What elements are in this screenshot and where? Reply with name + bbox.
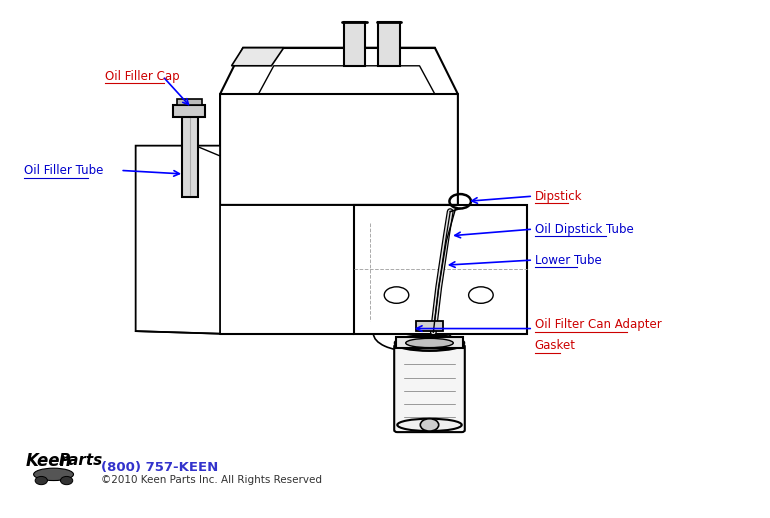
Ellipse shape bbox=[397, 419, 462, 431]
Text: Oil Filler Cap: Oil Filler Cap bbox=[105, 69, 179, 82]
Bar bbox=[396, 337, 464, 348]
Bar bbox=[173, 106, 206, 117]
Text: (800) 757-KEEN: (800) 757-KEEN bbox=[101, 461, 219, 473]
Text: Oil Filler Tube: Oil Filler Tube bbox=[25, 164, 104, 177]
Circle shape bbox=[61, 477, 72, 485]
Text: ©2010 Keen Parts Inc. All Rights Reserved: ©2010 Keen Parts Inc. All Rights Reserve… bbox=[101, 474, 322, 484]
Bar bbox=[416, 321, 444, 330]
Text: Parts: Parts bbox=[59, 453, 103, 468]
Text: Oil Filter Can Adapter: Oil Filter Can Adapter bbox=[534, 319, 661, 332]
Circle shape bbox=[35, 477, 48, 485]
Ellipse shape bbox=[395, 335, 464, 351]
Bar bbox=[182, 116, 198, 197]
Bar bbox=[177, 99, 202, 106]
Circle shape bbox=[420, 419, 439, 431]
Text: Dipstick: Dipstick bbox=[534, 190, 582, 203]
FancyBboxPatch shape bbox=[394, 344, 465, 432]
Polygon shape bbox=[354, 205, 527, 334]
Ellipse shape bbox=[34, 468, 73, 481]
Ellipse shape bbox=[406, 338, 454, 348]
Polygon shape bbox=[136, 146, 220, 334]
Text: Lower Tube: Lower Tube bbox=[534, 253, 601, 267]
Bar bbox=[378, 22, 400, 66]
Polygon shape bbox=[220, 48, 458, 205]
Text: Oil Dipstick Tube: Oil Dipstick Tube bbox=[534, 223, 634, 236]
Bar bbox=[343, 22, 365, 66]
Text: Keen: Keen bbox=[26, 452, 72, 470]
Polygon shape bbox=[232, 48, 283, 66]
Text: Gasket: Gasket bbox=[534, 339, 576, 352]
